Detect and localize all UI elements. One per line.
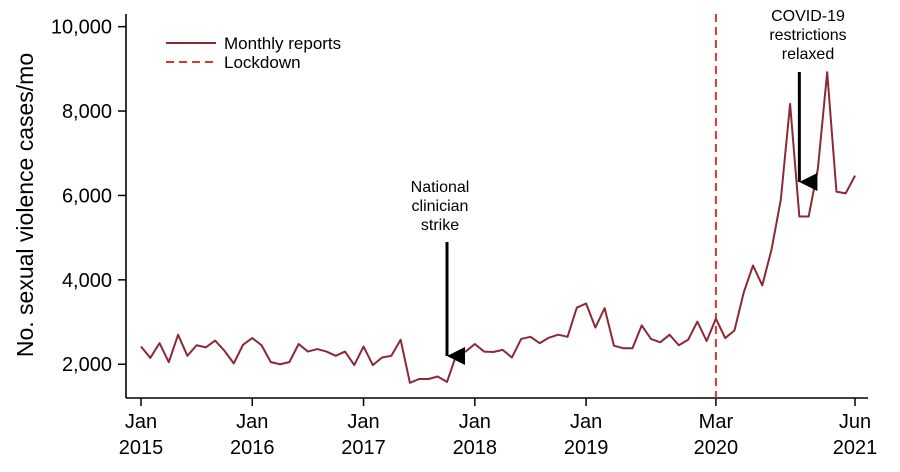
x-tick-label-year: 2021 — [833, 437, 878, 459]
y-tick-label: 6,000 — [62, 185, 112, 207]
x-tick-label-month: Jun — [839, 411, 871, 433]
y-tick-label: 10,000 — [51, 17, 112, 39]
x-tick-label-month: Jan — [459, 411, 491, 433]
x-tick-label-month: Jan — [125, 411, 157, 433]
legend: Monthly reports Lockdown — [166, 34, 341, 72]
y-axis-title: No. sexual violence cases/mo — [12, 53, 38, 357]
y-axis: 2,000 4,000 6,000 8,000 10,000 — [51, 14, 127, 398]
x-tick-label-month: Jan — [347, 411, 379, 433]
x-tick-label-year: 2018 — [453, 437, 498, 459]
legend-label-monthly-reports: Monthly reports — [224, 34, 341, 53]
x-axis: Jan 2015 Jan 2016 Jan 2017 Jan 2018 Jan 2019 Mar 20… — [119, 397, 878, 459]
annotation-covid-line-1: COVID-19 — [771, 8, 845, 25]
x-tick-label-month: Jan — [570, 411, 602, 433]
series-line-monthly-reports — [140, 71, 856, 384]
x-tick-label-month: Jan — [236, 411, 268, 433]
y-tick-label: 4,000 — [62, 270, 112, 292]
y-ticks: 2,000 4,000 6,000 8,000 10,000 — [51, 17, 126, 376]
annotation-strike: National clinician strike — [411, 179, 470, 365]
annotation-covid-line-3: relaxed — [782, 46, 834, 63]
annotation-strike-line-2: clinician — [412, 198, 469, 215]
x-tick-label-month: Mar — [699, 411, 734, 433]
x-tick-label-year: 2017 — [341, 437, 386, 459]
annotation-strike-line-3: strike — [421, 217, 459, 234]
annotation-covid: COVID-19 restrictions relaxed — [769, 8, 847, 191]
x-tick-label-year: 2019 — [564, 437, 609, 459]
x-tick-label-year: 2016 — [230, 437, 275, 459]
x-tick-label-year: 2020 — [694, 437, 739, 459]
legend-label-lockdown: Lockdown — [224, 53, 301, 72]
y-tick-label: 2,000 — [62, 354, 112, 376]
x-tick-label-year: 2015 — [119, 437, 164, 459]
annotation-covid-line-2: restrictions — [769, 27, 846, 44]
y-tick-label: 8,000 — [62, 101, 112, 123]
x-ticks: Jan 2015 Jan 2016 Jan 2017 Jan 2018 Jan 2019 Mar 20… — [119, 398, 878, 459]
annotation-strike-line-1: National — [411, 179, 470, 196]
